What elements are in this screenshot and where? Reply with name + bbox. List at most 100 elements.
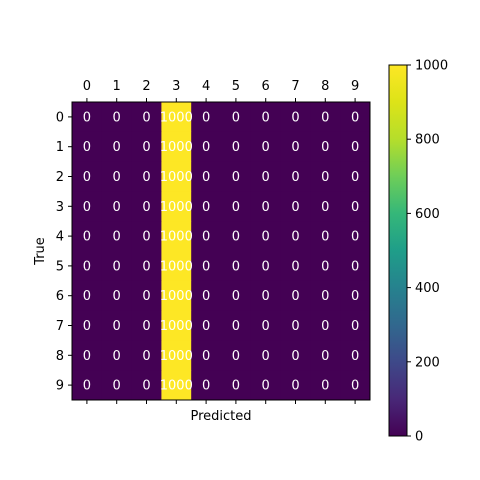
heatmap-cell xyxy=(161,191,192,222)
cell-value-label: 0 xyxy=(83,140,91,155)
cell-value-label: 1000 xyxy=(160,110,193,125)
y-tick-label: 0 xyxy=(56,110,64,125)
heatmap-cell xyxy=(72,161,103,192)
heatmap-cell xyxy=(72,131,103,163)
heatmap-cell xyxy=(131,191,162,222)
heatmap-cell xyxy=(280,340,311,371)
heatmap-cell xyxy=(101,251,133,282)
cell-value-label: 0 xyxy=(202,110,210,125)
cell-value-label: 0 xyxy=(321,140,329,155)
y-tick-label: 6 xyxy=(56,289,64,304)
cell-value-label: 0 xyxy=(321,319,329,334)
cell-value-label: 0 xyxy=(83,230,91,245)
heatmap-cell xyxy=(161,340,192,371)
heatmap-cell xyxy=(161,221,192,252)
heatmap-cell xyxy=(161,310,192,341)
colorbar-tick-label: 400 xyxy=(415,281,440,296)
heatmap-cell xyxy=(340,280,371,312)
heatmap-cell xyxy=(340,340,371,371)
cell-value-label: 0 xyxy=(262,379,270,394)
cell-value-label: 0 xyxy=(83,259,91,274)
heatmap-cell xyxy=(131,370,162,401)
cell-value-label: 0 xyxy=(262,289,270,304)
cell-value-label: 0 xyxy=(351,140,359,155)
cell-value-label: 1000 xyxy=(160,379,193,394)
cell-value-label: 0 xyxy=(142,200,150,215)
cell-value-label: 0 xyxy=(262,259,270,274)
cell-value-label: 0 xyxy=(83,200,91,215)
cell-value-label: 0 xyxy=(321,200,329,215)
heatmap-cell xyxy=(221,161,252,192)
colorbar-tick-label: 0 xyxy=(415,430,423,445)
cell-value-label: 0 xyxy=(321,289,329,304)
heatmap-cell xyxy=(161,370,192,401)
cell-value-label: 0 xyxy=(351,259,359,274)
heatmap-cell xyxy=(310,161,341,192)
cell-value-label: 0 xyxy=(232,289,240,304)
heatmap-cell xyxy=(101,131,133,163)
cell-value-label: 0 xyxy=(202,379,210,394)
heatmap-cell xyxy=(221,310,252,341)
cell-value-label: 0 xyxy=(202,289,210,304)
y-tick-label: 4 xyxy=(56,230,64,245)
cell-value-label: 1000 xyxy=(160,319,193,334)
cell-value-label: 0 xyxy=(351,319,359,334)
heatmap-cell xyxy=(280,191,311,222)
cell-value-label: 0 xyxy=(83,319,91,334)
heatmap-cell xyxy=(101,310,133,341)
heatmap-cell xyxy=(72,102,103,133)
cell-value-label: 1000 xyxy=(160,170,193,185)
x-tick-label: 7 xyxy=(291,79,299,94)
cell-value-label: 1000 xyxy=(160,140,193,155)
cell-value-label: 0 xyxy=(232,379,240,394)
heatmap-cell xyxy=(191,280,222,312)
cell-value-label: 0 xyxy=(321,230,329,245)
heatmap-cell xyxy=(340,102,371,133)
heatmap-cell xyxy=(250,340,282,371)
cell-value-label: 1000 xyxy=(160,200,193,215)
cell-value-label: 1000 xyxy=(160,259,193,274)
heatmap-cell xyxy=(131,310,162,341)
x-tick-label: 2 xyxy=(142,79,150,94)
cell-value-label: 0 xyxy=(291,259,299,274)
cell-value-label: 0 xyxy=(291,289,299,304)
heatmap-cell xyxy=(310,191,341,222)
heatmap-cell xyxy=(250,131,282,163)
cell-value-label: 0 xyxy=(351,200,359,215)
cell-value-label: 0 xyxy=(351,379,359,394)
cell-value-label: 0 xyxy=(113,259,121,274)
cell-value-label: 0 xyxy=(142,140,150,155)
cell-value-label: 0 xyxy=(232,110,240,125)
cell-value-label: 0 xyxy=(83,349,91,364)
heatmap-cell xyxy=(131,340,162,371)
cell-value-label: 0 xyxy=(202,230,210,245)
x-tick-label: 0 xyxy=(83,79,91,94)
heatmap-cell xyxy=(191,131,222,163)
cell-value-label: 0 xyxy=(142,110,150,125)
cell-value-label: 0 xyxy=(351,230,359,245)
heatmap-cell xyxy=(161,102,192,133)
heatmap-cell xyxy=(131,221,162,252)
heatmap-cell xyxy=(101,102,133,133)
y-axis-ticks: 0 1 2 3 4 5 6 7 8 9 xyxy=(56,110,72,394)
heatmap-cell xyxy=(280,370,311,401)
cell-value-label: 0 xyxy=(83,289,91,304)
cell-value-label: 0 xyxy=(142,349,150,364)
cell-value-label: 0 xyxy=(321,110,329,125)
heatmap-cell xyxy=(221,221,252,252)
cell-value-label: 0 xyxy=(262,140,270,155)
heatmap-cell xyxy=(280,221,311,252)
cell-value-label: 1000 xyxy=(160,289,193,304)
cell-value-label: 0 xyxy=(142,379,150,394)
cell-value-label: 0 xyxy=(351,110,359,125)
heatmap-cell xyxy=(310,221,341,252)
heatmap-cell xyxy=(310,370,341,401)
cell-value-label: 0 xyxy=(83,379,91,394)
heatmap-cell xyxy=(340,161,371,192)
cell-value-label: 0 xyxy=(113,379,121,394)
cell-value-label: 0 xyxy=(291,110,299,125)
cell-value-label: 0 xyxy=(262,200,270,215)
cell-value-label: 0 xyxy=(232,259,240,274)
heatmap-cell xyxy=(310,251,341,282)
cell-value-label: 0 xyxy=(321,349,329,364)
